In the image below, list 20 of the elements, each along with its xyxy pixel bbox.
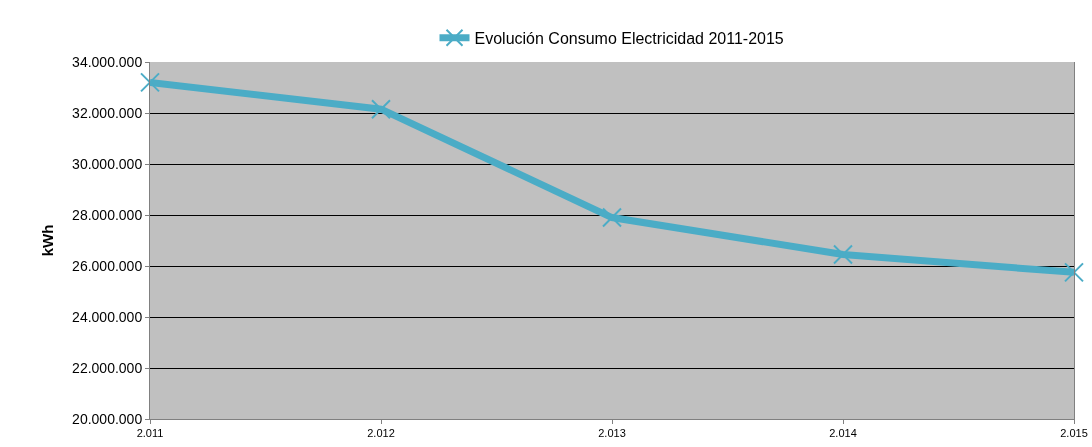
y-tick-label: 20.000.000 <box>72 410 143 427</box>
y-tick-label: 28.000.000 <box>72 206 143 223</box>
y-tick-label: 30.000.000 <box>72 155 143 172</box>
point <box>833 244 853 265</box>
point <box>140 72 160 93</box>
y-axis-title: kWh <box>39 224 57 257</box>
y-tick-label: 24.000.000 <box>72 308 143 325</box>
point <box>1064 262 1084 283</box>
x-tick-label: 2.012 <box>367 427 395 440</box>
x-tick-label: 2.015 <box>1060 427 1088 440</box>
point <box>371 99 391 120</box>
y-tick-label: 32.000.000 <box>72 104 143 121</box>
x-tick-label: 2.013 <box>598 427 626 440</box>
x-tick-label: 2.011 <box>136 427 164 440</box>
y-tick-label: 26.000.000 <box>72 257 143 274</box>
y-tick-label: 22.000.000 <box>72 359 143 376</box>
x-tick-label: 2.014 <box>829 427 857 440</box>
point <box>602 207 622 228</box>
y-tick-label: 34.000.000 <box>72 53 143 70</box>
legend-label: Evolución Consumo Electricidad 2011-2015 <box>474 30 784 47</box>
